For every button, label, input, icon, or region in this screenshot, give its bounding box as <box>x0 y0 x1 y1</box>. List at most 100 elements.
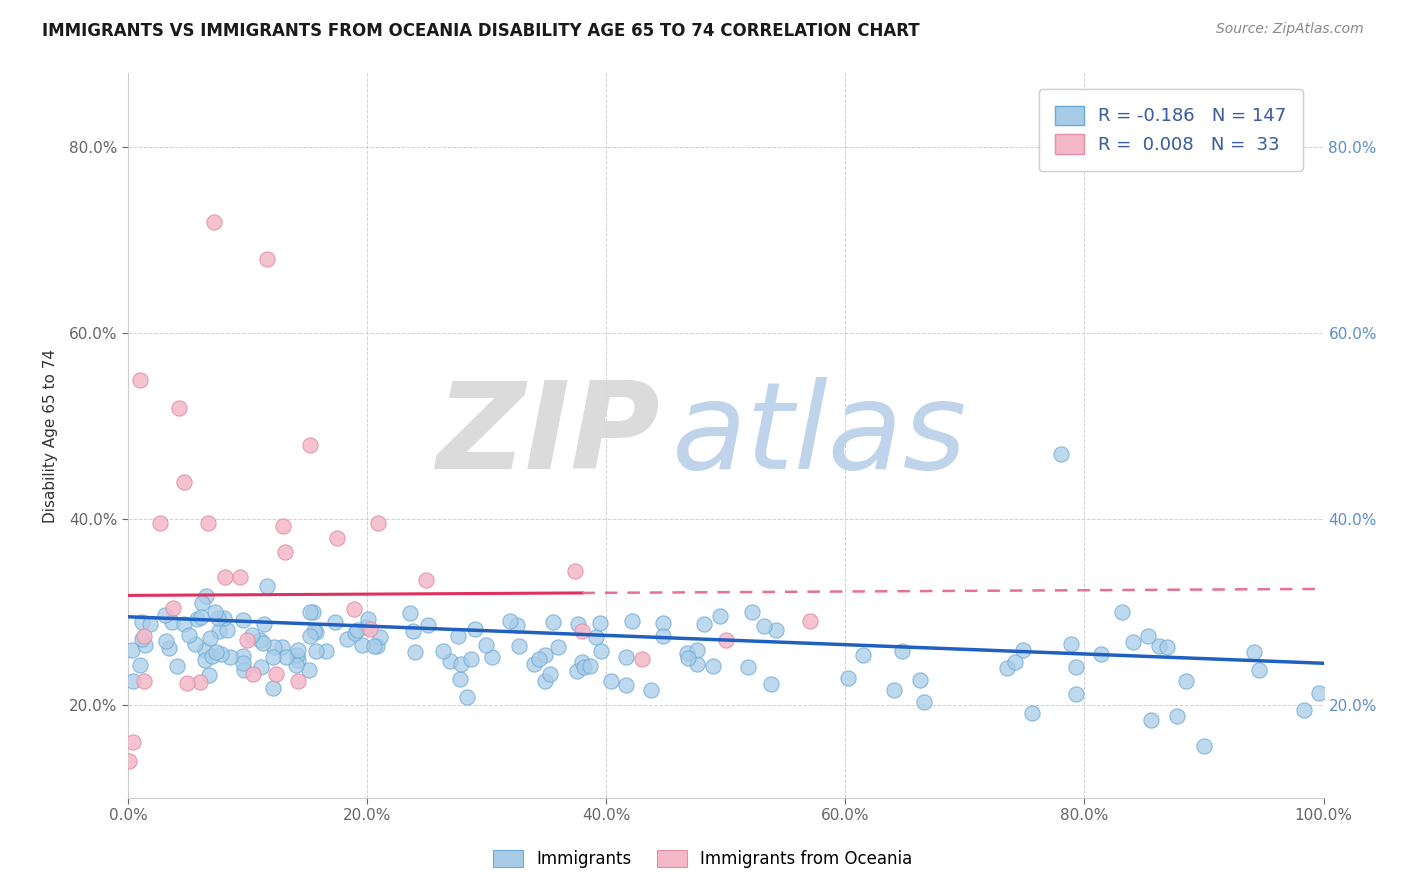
Point <box>284 658 307 673</box>
Point <box>194 589 217 603</box>
Point <box>1090 647 1112 661</box>
Point <box>129 373 152 387</box>
Point <box>118 754 141 768</box>
Point <box>852 648 875 663</box>
Point <box>153 608 176 623</box>
Point <box>299 605 322 619</box>
Point <box>194 643 217 657</box>
Point <box>527 651 550 665</box>
Point <box>538 667 561 681</box>
Point <box>571 624 593 638</box>
Point <box>1166 709 1188 723</box>
Point <box>1049 447 1071 461</box>
Point <box>1111 605 1133 619</box>
Point <box>301 605 323 619</box>
Point <box>305 624 328 639</box>
Point <box>197 668 219 682</box>
Point <box>242 666 264 681</box>
Point <box>754 619 776 633</box>
Point <box>631 651 654 665</box>
Point <box>456 690 478 705</box>
Point <box>686 657 709 671</box>
Point <box>614 678 637 692</box>
Point <box>188 674 211 689</box>
Point <box>173 475 195 489</box>
Point <box>252 635 274 649</box>
Point <box>652 629 675 643</box>
Point <box>264 666 287 681</box>
Point <box>344 626 367 640</box>
Point <box>232 648 254 663</box>
Point <box>176 676 198 690</box>
Point <box>186 612 208 626</box>
Point <box>228 570 250 584</box>
Point <box>693 617 716 632</box>
Point <box>709 608 731 623</box>
Point <box>166 659 188 673</box>
Point <box>571 655 593 669</box>
Y-axis label: Disability Age 65 to 74: Disability Age 65 to 74 <box>44 349 58 523</box>
Point <box>464 622 486 636</box>
Point <box>155 634 177 648</box>
Point <box>167 401 190 415</box>
Text: atlas: atlas <box>672 377 967 494</box>
Point <box>121 643 143 657</box>
Point <box>232 656 254 670</box>
Point <box>912 695 935 709</box>
Point <box>1243 645 1265 659</box>
Point <box>439 654 461 668</box>
Point <box>1059 636 1081 650</box>
Point <box>285 648 308 663</box>
Point <box>274 650 297 665</box>
Point <box>219 649 242 664</box>
Point <box>256 579 278 593</box>
Point <box>249 632 271 647</box>
Point <box>162 615 184 629</box>
Point <box>449 673 471 687</box>
Point <box>765 623 787 637</box>
Point <box>404 645 426 659</box>
Point <box>589 615 612 630</box>
Point <box>1004 655 1026 669</box>
Point <box>129 657 152 672</box>
Point <box>200 632 222 646</box>
Point <box>678 651 700 665</box>
Point <box>402 624 425 639</box>
Point <box>302 624 325 639</box>
Point <box>416 617 439 632</box>
Point <box>567 617 589 632</box>
Point <box>432 644 454 658</box>
Point <box>460 652 482 666</box>
Point <box>134 638 156 652</box>
Point <box>640 683 662 698</box>
Point <box>1012 643 1035 657</box>
Point <box>214 569 236 583</box>
Point <box>173 616 195 631</box>
Point <box>122 735 145 749</box>
Point <box>508 639 530 653</box>
Point <box>883 683 905 698</box>
Point <box>1064 660 1087 674</box>
Point <box>122 674 145 689</box>
Point <box>357 612 380 626</box>
Point <box>1192 739 1215 753</box>
Point <box>714 633 737 648</box>
Point <box>343 602 366 616</box>
Point <box>253 617 276 632</box>
Point <box>614 650 637 665</box>
Point <box>1292 702 1315 716</box>
Point <box>1064 687 1087 701</box>
Point <box>212 610 235 624</box>
Point <box>415 573 437 587</box>
Point <box>232 663 254 677</box>
Point <box>132 673 155 688</box>
Legend: R = -0.186   N = 147, R =  0.008   N =  33: R = -0.186 N = 147, R = 0.008 N = 33 <box>1039 89 1302 170</box>
Point <box>262 650 284 665</box>
Point <box>350 638 373 652</box>
Point <box>249 659 271 673</box>
Point <box>523 657 546 672</box>
Point <box>1247 663 1270 677</box>
Point <box>323 615 346 629</box>
Point <box>620 614 643 628</box>
Point <box>450 657 472 671</box>
